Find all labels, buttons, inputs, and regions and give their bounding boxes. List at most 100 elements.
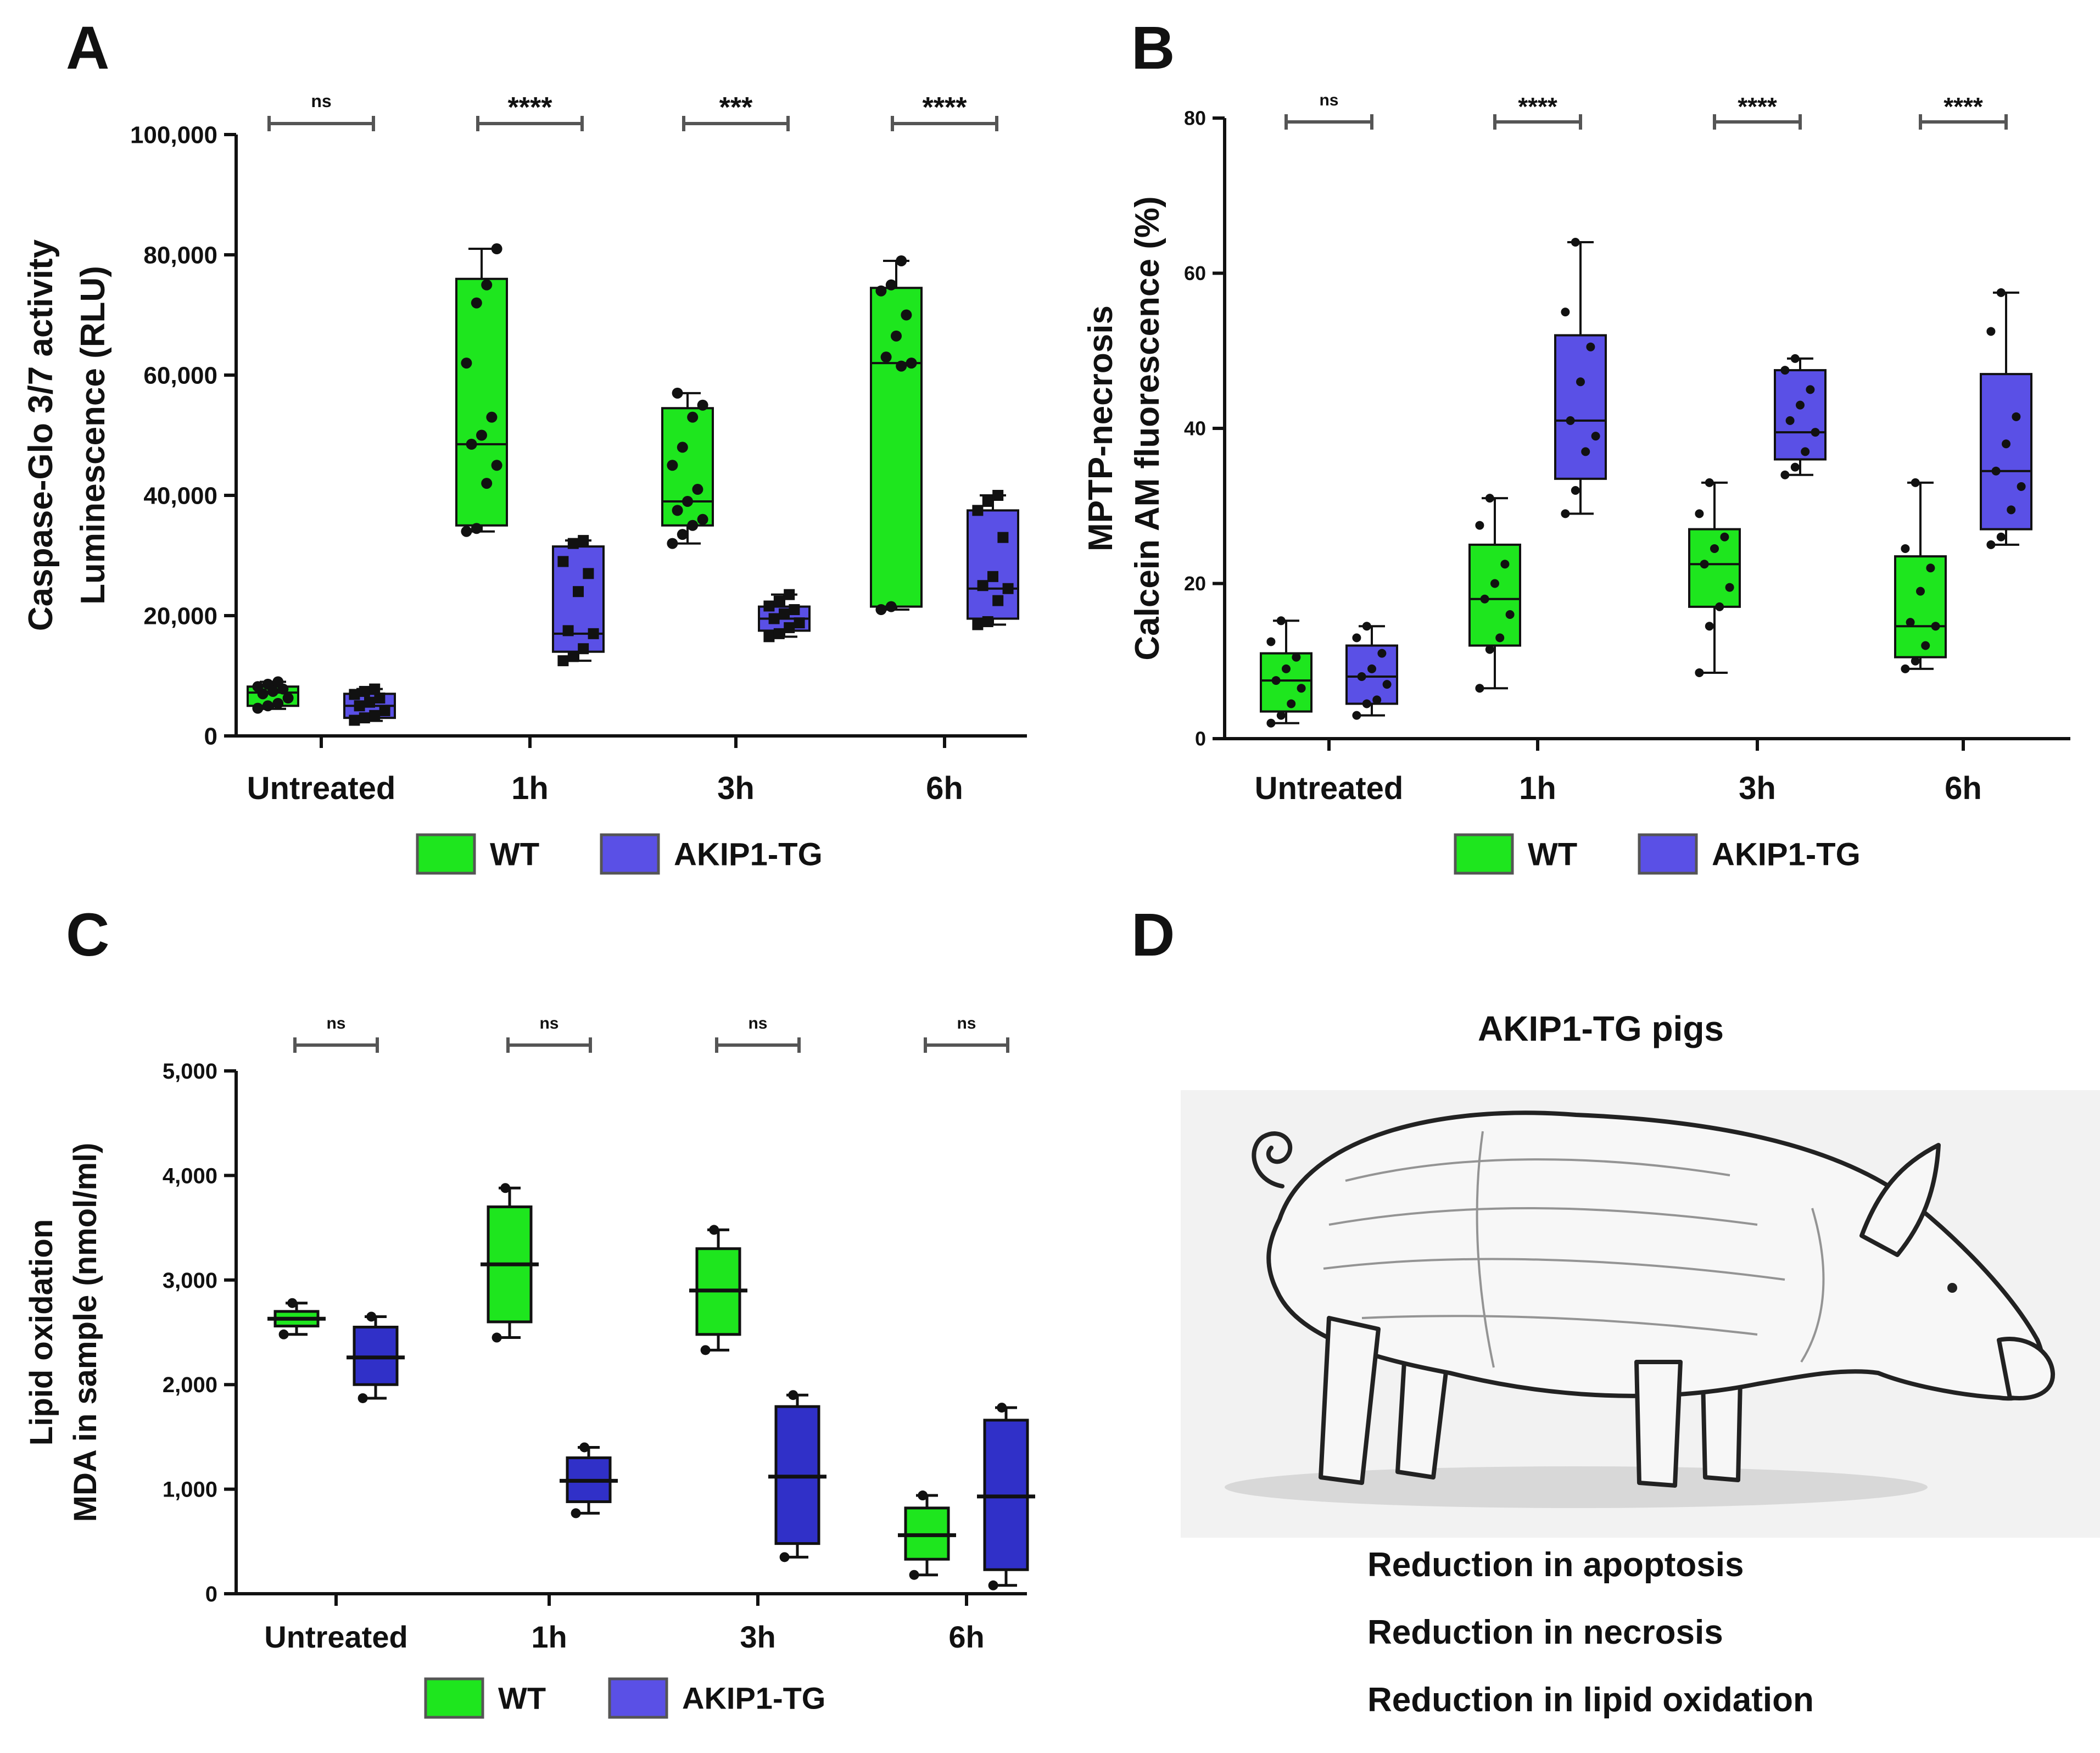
legend-label-wt: WT [498, 1681, 546, 1716]
data-point [1591, 432, 1600, 441]
data-point [972, 505, 984, 516]
data-point [1906, 618, 1915, 627]
significance-label: **** [1943, 92, 1983, 121]
data-point [1362, 699, 1371, 708]
data-point [1500, 560, 1510, 569]
panel-d-bullet-necrosis: Reduction in necrosis [1367, 1614, 1723, 1651]
data-point [977, 580, 988, 591]
data-point [1352, 633, 1361, 643]
data-point [359, 685, 370, 697]
data-point [1561, 509, 1570, 518]
x-category-label: Untreated [1255, 771, 1404, 806]
data-point [788, 1390, 798, 1400]
y-tick-label: 3,000 [163, 1269, 217, 1293]
y-tick-label: 2,000 [163, 1373, 217, 1397]
data-point [1720, 532, 1729, 541]
data-point [1725, 583, 1734, 592]
data-point [1377, 649, 1387, 658]
data-point [262, 700, 273, 712]
data-point [1996, 288, 2006, 297]
data-point [891, 330, 902, 342]
data-point [461, 358, 472, 369]
data-point [789, 604, 800, 616]
data-point [763, 600, 775, 612]
data-point [992, 595, 1004, 606]
data-point [880, 351, 892, 363]
data-point [1292, 652, 1301, 662]
significance-label: **** [1518, 92, 1557, 121]
data-point [1996, 532, 2006, 541]
data-point [1271, 676, 1281, 685]
data-point [687, 520, 699, 531]
data-point [491, 460, 502, 471]
data-point [1475, 684, 1484, 693]
panel-letter-d: D [1131, 901, 1175, 969]
legend-label-tg: AKIP1-TG [674, 836, 823, 872]
y-axis-label: Calcein AM fluorescence (%) [1129, 196, 1166, 660]
legend-swatch-wt [424, 1677, 484, 1719]
data-point [672, 387, 683, 399]
box-iqr [1554, 334, 1607, 480]
data-point [1700, 560, 1709, 569]
data-point [784, 622, 795, 633]
data-point [677, 529, 688, 540]
data-point [557, 556, 569, 567]
data-point [578, 535, 589, 546]
data-point [1806, 385, 1815, 394]
data-point [1695, 509, 1704, 518]
data-point [1367, 664, 1376, 673]
data-point [700, 1345, 711, 1355]
legend-label-wt: WT [490, 836, 539, 872]
data-point [571, 1508, 581, 1518]
significance-label: ns [311, 91, 331, 111]
panel-d-bullet-lipid: Reduction in lipid oxidation [1367, 1681, 1814, 1719]
data-point [901, 309, 912, 321]
data-point [1475, 521, 1484, 530]
data-point [667, 460, 678, 471]
data-point [491, 243, 502, 255]
data-point [763, 631, 775, 643]
data-point [1297, 684, 1306, 693]
significance-label: **** [923, 92, 968, 124]
data-point [272, 697, 284, 709]
y-tick-label: 20,000 [143, 602, 217, 629]
x-category-label: 6h [1945, 771, 1982, 806]
legend-label-tg: AKIP1-TG [1712, 836, 1861, 872]
data-point [1266, 637, 1276, 646]
data-point [875, 285, 887, 297]
data-point [583, 568, 594, 579]
data-point [287, 1298, 298, 1308]
x-category-label: 3h [717, 771, 755, 806]
data-point [1911, 656, 1920, 666]
data-point [709, 1225, 719, 1235]
data-point [2007, 505, 2016, 515]
y-tick-label: 5,000 [163, 1059, 217, 1084]
y-tick-label: 40,000 [143, 482, 217, 509]
data-point [677, 442, 688, 453]
data-point [476, 429, 487, 441]
y-axis-label: Lipid oxidation [24, 1219, 59, 1445]
panel-letter-b: B [1131, 14, 1175, 82]
data-point [2012, 412, 2021, 421]
significance-label: **** [508, 92, 553, 124]
panel-d-title: AKIP1-TG pigs [1478, 1009, 1724, 1048]
data-point [278, 1329, 289, 1339]
data-point [562, 625, 574, 637]
panel-d-summary: AKIP1-TG pigs [1181, 1009, 2100, 1719]
significance-label: ns [957, 1014, 976, 1032]
data-point [982, 495, 993, 507]
data-point [481, 279, 493, 291]
data-point [1986, 540, 1996, 549]
data-point [1705, 478, 1714, 487]
y-tick-label: 0 [204, 723, 217, 750]
data-point [1357, 672, 1366, 681]
x-category-label: 6h [926, 771, 963, 806]
data-point [1991, 466, 2001, 476]
data-point [1276, 711, 1286, 720]
data-point [349, 714, 360, 726]
x-category-label: 1h [511, 771, 549, 806]
data-point [1801, 447, 1810, 456]
data-point [354, 700, 365, 712]
x-category-label: 1h [531, 1620, 567, 1654]
